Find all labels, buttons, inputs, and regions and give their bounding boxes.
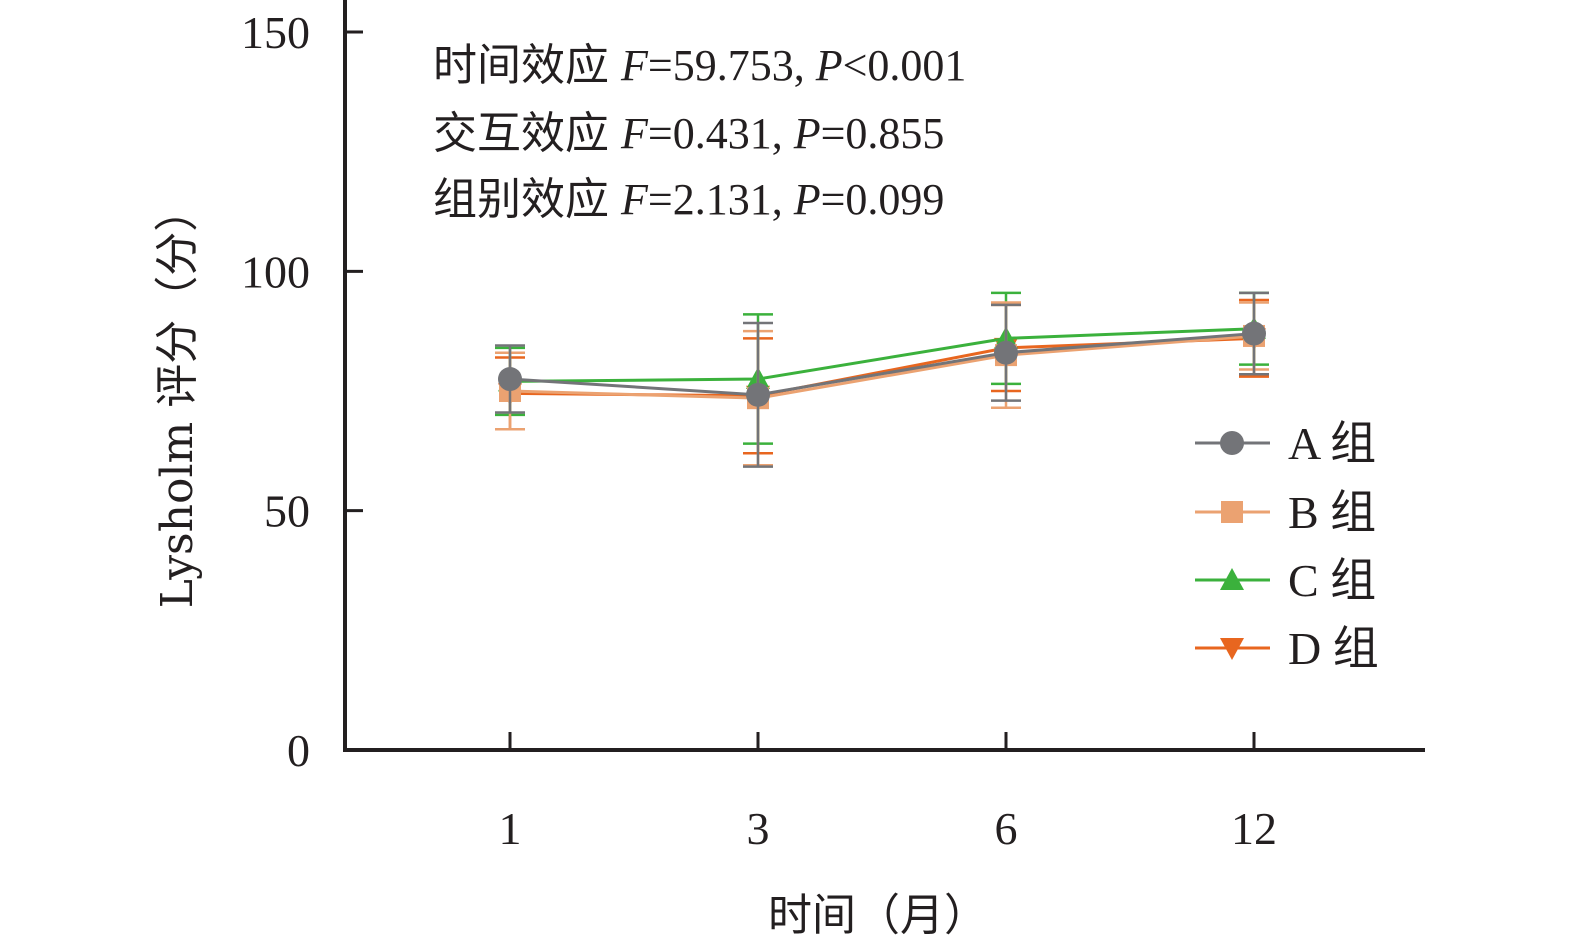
f-value: =0.431, [648,109,794,158]
p-symbol: P [793,175,821,224]
x-tick-label: 12 [1231,803,1277,854]
marker-square-legend [1221,501,1243,523]
y-axis-title: Lysholm 评分（分） [152,188,203,609]
p-value: =0.099 [821,175,945,224]
legend-label: D 组 [1288,623,1379,674]
x-ticks: 1 3 6 12 [499,732,1277,854]
annotation-label: 交互效应 [433,108,609,159]
y-tick-label: 100 [241,246,310,297]
x-tick-label: 6 [995,803,1018,854]
f-symbol: F [620,175,649,224]
series-0 [495,291,1269,468]
series-layer [495,291,1269,468]
marker-circle-point [498,367,522,392]
legend-label: A 组 [1288,418,1376,469]
series-line [509,327,1255,383]
legend-item: C 组 [1195,555,1376,606]
series-2 [495,291,1269,445]
x-tick-label: 1 [499,803,522,854]
legend-item: B 组 [1195,487,1376,538]
axes [343,0,1425,752]
annotation-interaction-effect: 交互效应 F=0.431, P=0.855 [433,108,944,159]
legend-label: C 组 [1288,555,1376,606]
annotation-time-effect: 时间效应 F=59.753, P<0.001 [433,40,966,91]
legend: A 组 B 组 C 组 D 组 [1195,418,1379,674]
marker-circle-point [1242,321,1266,346]
annotation-label: 组别效应 [433,174,609,225]
y-tick-label: 0 [287,725,310,776]
f-value: =2.131, [648,175,794,224]
y-tick-label: 50 [264,486,310,537]
f-value: =59.753, [648,41,816,90]
marker-triangle-down-legend [1220,638,1244,660]
series-1 [495,301,1269,467]
annotation-group-effect: 组别效应 F=2.131, P=0.099 [433,174,944,225]
x-tick-label: 3 [747,803,770,854]
series-line [509,332,1255,397]
marker-circle-legend [1220,431,1244,455]
f-symbol: F [620,109,649,158]
legend-label: B 组 [1288,487,1376,538]
p-value: <0.001 [843,41,967,90]
marker-circle-point [994,340,1018,365]
annotation-label: 时间效应 [433,40,609,91]
legend-item: A 组 [1195,418,1376,469]
p-symbol: P [793,109,821,158]
y-tick-label: 150 [241,7,310,58]
p-symbol: P [815,41,843,90]
y-ticks: 0 50 100 150 [241,7,363,776]
p-value: =0.855 [821,109,945,158]
x-axis-title: 时间（月） [768,890,988,941]
legend-item: D 组 [1195,623,1379,674]
f-symbol: F [620,41,649,90]
marker-circle-point [746,382,770,407]
series-line [509,334,1255,400]
marker-triangle-up-legend [1220,568,1244,590]
stats-annotations: 时间效应 F=59.753, P<0.001 交互效应 F=0.431, P=0.8… [433,40,966,225]
